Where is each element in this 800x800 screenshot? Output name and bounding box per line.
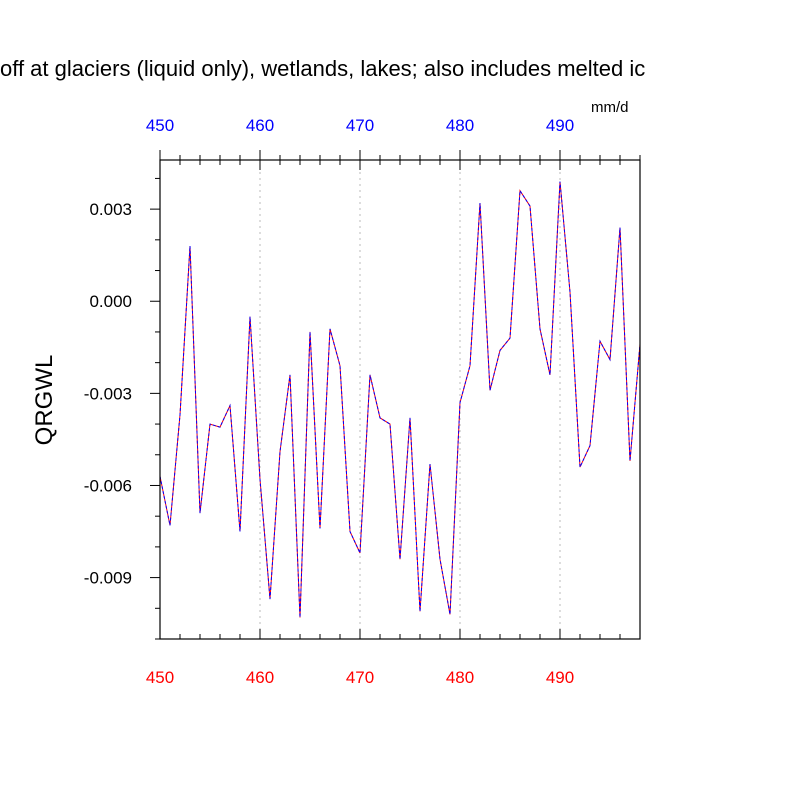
grid-lines	[259, 160, 561, 639]
axes: 450 450 460 460 470 470 480 480 490 490 0.003 0.000…	[84, 116, 641, 687]
x-tick-label-bottom: 450	[146, 668, 174, 687]
x-tick-label-top: 450	[146, 116, 174, 135]
x-tick-label-bottom: 480	[446, 668, 474, 687]
x-tick-label-top: 460	[246, 116, 274, 135]
series-line-overlay	[159, 181, 641, 618]
series-line-primary	[159, 181, 641, 618]
x-tick-label-bottom: 470	[346, 668, 374, 687]
y-tick-label: -0.006	[84, 476, 132, 495]
x-tick-label-bottom: 490	[546, 668, 574, 687]
y-tick-label: -0.003	[84, 384, 132, 403]
y-tick-label: 0.000	[89, 292, 132, 311]
x-tick-label-top: 490	[546, 116, 574, 135]
x-tick-label-bottom: 460	[246, 668, 274, 687]
series-group	[159, 181, 641, 618]
units-label: mm/d	[591, 99, 629, 116]
x-tick-label-top: 470	[346, 116, 374, 135]
x-tick-label-top: 480	[446, 116, 474, 135]
plot-frame	[159, 159, 641, 640]
y-tick-label: -0.009	[84, 569, 132, 588]
y-tick-label: 0.003	[89, 200, 132, 219]
y-axis-label: QRGWL	[31, 355, 58, 446]
chart-title: off at glaciers (liquid only), wetlands,…	[0, 56, 645, 81]
